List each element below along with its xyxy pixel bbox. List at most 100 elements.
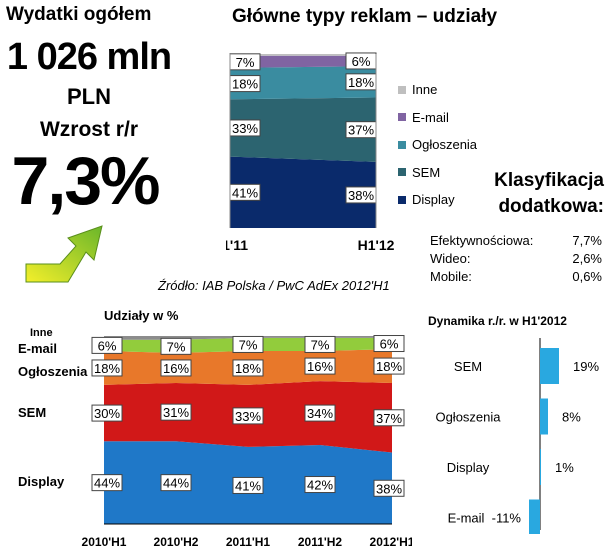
data-label-box <box>160 403 192 421</box>
legend-label: Inne <box>412 82 438 98</box>
chart1-title: Główne typy reklam – udziały <box>232 6 498 27</box>
series-area-sem <box>230 97 376 162</box>
data-label: 16% <box>163 361 189 376</box>
x-tick-label: 2010'H2 <box>154 535 199 549</box>
series-area-ogloszenia <box>230 66 376 100</box>
data-label-box <box>160 359 192 377</box>
data-label-box <box>304 476 336 494</box>
chart3-title: Dynamika r./r. w H1'2012 <box>428 314 567 328</box>
data-label: 18% <box>232 77 258 92</box>
source-note: Źródło: IAB Polska / PwC AdEx 2012'H1 <box>158 278 390 293</box>
additional-row-value: 2,6% <box>572 251 602 266</box>
total-spend-unit: PLN <box>67 84 111 109</box>
data-label: 18% <box>94 361 120 376</box>
value-label: 8% <box>562 410 581 425</box>
data-label: 41% <box>235 478 261 493</box>
data-label: 18% <box>235 361 261 376</box>
data-label: 30% <box>94 406 120 421</box>
data-label: 16% <box>307 359 333 374</box>
data-label-box <box>373 409 405 427</box>
x-tick-label: 2012'H1 <box>370 535 412 549</box>
value-label: 1% <box>555 460 574 475</box>
additional-row-value: 0,6% <box>572 269 602 284</box>
legend-label: E-mail <box>412 109 449 125</box>
data-label: 18% <box>348 75 374 90</box>
x-tick-label: H1'11 <box>226 237 248 253</box>
data-label-box <box>91 336 123 354</box>
legend-item-sem: SEM <box>398 159 488 187</box>
data-label-box <box>304 357 336 375</box>
data-label: 31% <box>163 405 189 420</box>
data-label-box <box>304 335 336 353</box>
data-label-box <box>91 474 123 492</box>
category-label: Ogłoszenia <box>435 410 501 425</box>
data-label: 6% <box>352 54 371 69</box>
data-label-box <box>373 357 405 375</box>
legend-swatch <box>398 168 406 177</box>
data-label: 37% <box>376 411 402 426</box>
data-label: 6% <box>380 337 399 352</box>
legend-swatch <box>398 113 406 122</box>
bar-e-mail <box>529 499 540 534</box>
category-label: E-mail <box>448 511 485 526</box>
additional-row-label: Efektywnościowa: <box>430 233 534 248</box>
data-label: 7% <box>311 337 330 352</box>
data-label: 44% <box>163 476 189 491</box>
data-label-box <box>91 404 123 422</box>
legend-label: Display <box>412 192 455 208</box>
legend-label: SEM <box>412 164 441 180</box>
data-label: 38% <box>376 481 402 496</box>
series-label-e-mail: E-mail <box>18 341 57 356</box>
additional-row-label: Wideo: <box>430 251 471 266</box>
data-label: 41% <box>232 185 258 200</box>
value-label: -11% <box>492 511 522 526</box>
bar-sem <box>540 348 559 384</box>
additional-row-label: Mobile: <box>430 269 472 284</box>
chart1-legend: Inne E-mail Ogłoszenia SEM Display <box>398 76 488 214</box>
data-label: 7% <box>239 337 258 352</box>
total-spend-title: Wydatki ogółem <box>6 4 152 25</box>
additional-title-1: Klasyfikacja <box>494 170 604 191</box>
legend-swatch <box>398 140 406 149</box>
additional-title-2: dodatkowa: <box>498 196 604 217</box>
data-label-box <box>373 335 405 353</box>
chart2-title: Udziały w % <box>104 308 179 323</box>
chart2-plot: 44% 44% 41% 42% 38% 30% 31% 33% 34% 37% 18% 16% 18% 1… <box>18 327 412 549</box>
legend-item-display: Display <box>398 186 488 214</box>
series-label-ogloszenia: Ogłoszenia <box>18 364 88 379</box>
data-label: 7% <box>167 339 186 354</box>
legend-item-e-mail: E-mail <box>398 104 488 132</box>
data-label-box <box>232 359 264 377</box>
data-label: 38% <box>348 188 374 203</box>
series-area-inne <box>230 54 376 56</box>
data-label: 44% <box>94 476 120 491</box>
legend-swatch <box>398 195 406 204</box>
data-label: 34% <box>307 406 333 421</box>
legend-item-inne: Inne <box>398 76 488 104</box>
bar-ogloszenia <box>540 398 548 435</box>
x-tick-label: 2011'H2 <box>298 535 343 549</box>
data-label-box <box>232 407 264 425</box>
legend-swatch <box>398 85 406 94</box>
data-label: 6% <box>98 338 117 353</box>
growth-label: Wzrost r/r <box>39 118 138 141</box>
legend-label: Ogłoszenia <box>412 137 478 153</box>
data-label: 37% <box>348 123 374 138</box>
data-label-box <box>160 474 192 492</box>
data-label: 42% <box>307 478 333 493</box>
x-tick-label: H1'12 <box>358 237 395 253</box>
data-label: 7% <box>236 55 255 70</box>
series-label-sem: SEM <box>18 405 46 420</box>
legend-item-ogloszenia: Ogłoszenia <box>398 131 488 159</box>
growth-arrow-icon <box>25 225 103 283</box>
category-label: Display <box>447 460 490 475</box>
x-tick-label: 2011'H1 <box>226 535 271 549</box>
data-label-box <box>232 476 264 494</box>
additional-row-value: 7,7% <box>572 233 602 248</box>
data-label-box <box>232 335 264 353</box>
series-label-inne: Inne <box>30 327 53 339</box>
x-tick-label: 2010'H1 <box>82 535 127 549</box>
category-label: SEM <box>454 359 482 374</box>
data-label: 33% <box>235 409 261 424</box>
value-label: 19% <box>573 359 599 374</box>
